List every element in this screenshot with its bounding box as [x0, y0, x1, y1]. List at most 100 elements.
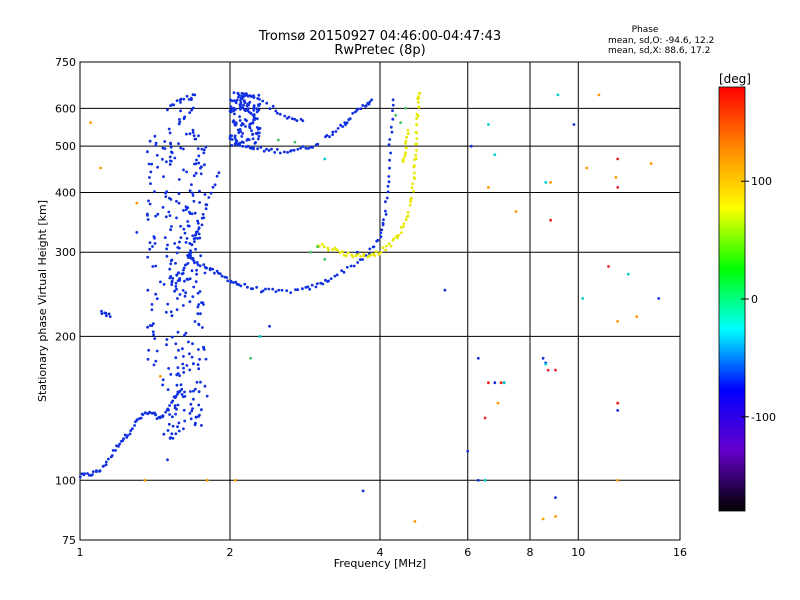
- echo-point: [203, 266, 207, 269]
- echo-point: [196, 305, 200, 309]
- echo-point: [193, 240, 196, 244]
- echo-point: [323, 157, 327, 161]
- echo-point: [191, 194, 195, 197]
- echo-point: [189, 417, 193, 421]
- echo-point: [414, 157, 418, 161]
- echo-point: [585, 166, 589, 170]
- echo-point: [289, 291, 293, 294]
- echo-point: [184, 241, 188, 244]
- echo-point: [187, 340, 190, 344]
- echo-point: [415, 142, 419, 146]
- x-axis-label: Frequency [MHz]: [334, 557, 426, 570]
- echo-point: [190, 108, 194, 112]
- echo-point: [154, 141, 158, 145]
- echo-point: [234, 280, 238, 284]
- echo-point: [359, 255, 363, 258]
- echo-point: [251, 287, 255, 291]
- echo-point: [182, 268, 185, 272]
- echo-point: [254, 132, 258, 135]
- echo-point: [411, 182, 414, 186]
- echo-point: [392, 237, 396, 241]
- echo-point: [139, 416, 143, 420]
- phase-colorbar: [deg] 100 0 -100: [718, 72, 776, 512]
- echo-point: [198, 357, 202, 361]
- echo-point: [181, 289, 185, 292]
- echo-point: [238, 127, 242, 131]
- echo-point: [391, 117, 395, 121]
- echo-point: [168, 163, 172, 166]
- echo-point: [104, 463, 108, 467]
- y-tick-label: 300: [55, 246, 76, 259]
- echo-point: [549, 181, 552, 184]
- echo-point: [361, 104, 365, 107]
- echo-point: [616, 409, 620, 412]
- echo-point: [258, 126, 262, 130]
- echo-point: [155, 349, 159, 353]
- echo-point: [141, 413, 145, 416]
- echo-point: [188, 256, 192, 260]
- echo-point: [328, 135, 331, 139]
- echo-point: [256, 137, 260, 141]
- echo-point: [408, 203, 412, 207]
- echo-point: [86, 472, 89, 475]
- echo-point: [178, 120, 182, 124]
- echo-point: [191, 342, 194, 346]
- echo-point: [301, 145, 305, 148]
- echo-point: [179, 383, 183, 387]
- echo-point: [412, 176, 416, 180]
- echo-point: [356, 261, 360, 264]
- echo-point: [156, 212, 160, 216]
- echo-point: [135, 418, 139, 421]
- echo-point: [311, 146, 314, 149]
- echo-point: [389, 244, 393, 248]
- echo-point: [336, 248, 339, 252]
- echo-point: [183, 279, 186, 283]
- echo-point: [290, 117, 294, 121]
- echo-point: [240, 91, 244, 95]
- echo-point: [278, 112, 282, 116]
- echo-point: [191, 191, 194, 195]
- echo-point: [265, 101, 269, 105]
- echo-point: [218, 272, 222, 276]
- echo-point: [502, 381, 506, 385]
- echo-point: [171, 436, 175, 440]
- echo-point: [189, 390, 192, 393]
- echo-point: [173, 156, 177, 160]
- echo-point: [167, 127, 171, 131]
- echo-point: [188, 300, 192, 304]
- echo-point: [166, 243, 169, 247]
- echo-point: [168, 276, 172, 280]
- echo-point: [154, 359, 158, 363]
- echo-point: [198, 236, 202, 240]
- echo-point: [188, 111, 192, 114]
- echo-point: [597, 93, 601, 97]
- echo-point: [176, 330, 180, 334]
- echo-point: [581, 297, 584, 300]
- echo-point: [184, 291, 188, 295]
- echo-point: [229, 98, 232, 102]
- echo-point: [265, 147, 268, 151]
- echo-point: [173, 242, 177, 245]
- echo-point: [249, 356, 253, 360]
- echo-point: [148, 410, 152, 414]
- echo-point: [267, 287, 271, 291]
- echo-point: [177, 178, 181, 181]
- echo-point: [205, 203, 209, 207]
- echo-point: [168, 155, 172, 159]
- echo-point: [404, 142, 407, 145]
- echo-point: [162, 283, 166, 286]
- echo-point: [147, 348, 151, 352]
- echo-point: [150, 303, 154, 306]
- echo-point: [243, 101, 247, 104]
- x-axis-ticks: 1 2 4 6 8 10 16: [77, 546, 688, 559]
- echo-point: [270, 147, 273, 151]
- phase-stats-o-mode: mean, sd,O: -94.6, 12.2: [608, 36, 714, 46]
- echo-point: [179, 97, 183, 101]
- echo-point: [163, 147, 167, 151]
- echo-point: [404, 139, 408, 143]
- echo-point: [191, 234, 195, 238]
- echo-point: [244, 125, 247, 128]
- echo-point: [280, 288, 284, 292]
- echo-point: [614, 176, 618, 179]
- echo-point: [514, 210, 518, 213]
